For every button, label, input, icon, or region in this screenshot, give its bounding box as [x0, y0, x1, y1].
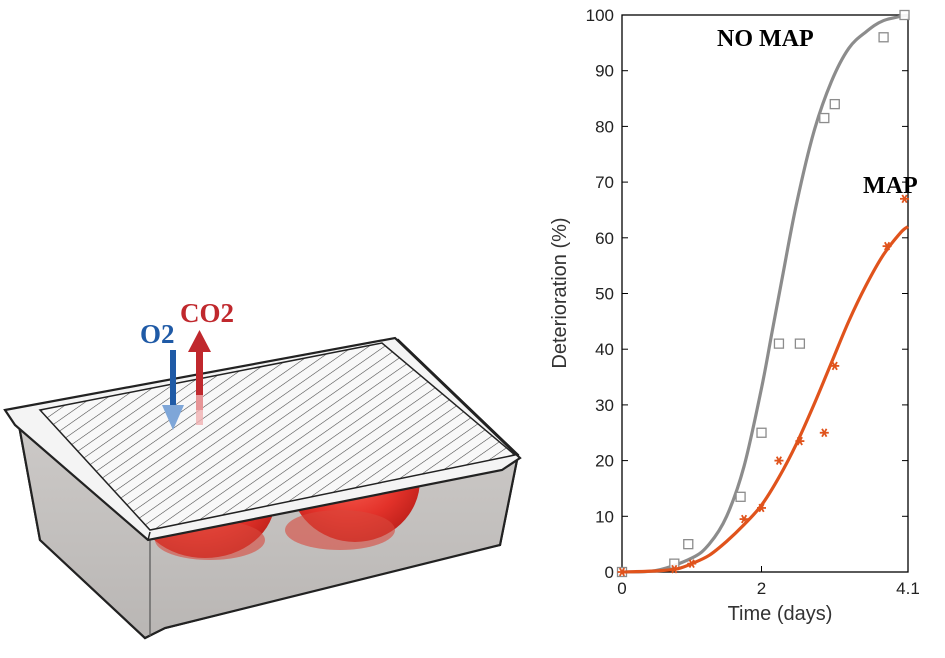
series-no-map [616, 9, 910, 578]
map-tray-illustration: O2 CO2 [3, 298, 522, 640]
data-point-no-map [899, 9, 910, 21]
data-point-map [774, 456, 784, 465]
y-tick-label: 10 [595, 507, 614, 526]
fit-line-no-map [621, 13, 909, 574]
deterioration-chart: 0 10 20 30 40 50 60 70 80 90 100 0 2 4.1 Deteriorati… [549, 6, 920, 625]
plot-frame [621, 14, 909, 573]
y-tick-label: 50 [595, 285, 614, 304]
data-point-map [795, 436, 805, 446]
data-point-no-map [735, 491, 746, 502]
series-map [617, 194, 910, 577]
y-axis-ticks: 0 10 20 30 40 50 60 70 80 90 100 [586, 6, 908, 582]
data-point-map [739, 514, 749, 524]
data-point-no-map [794, 338, 806, 349]
data-point-map [669, 564, 679, 574]
data-point-map [882, 241, 892, 251]
data-point-no-map [878, 32, 889, 43]
o2-arrow [162, 350, 184, 430]
data-point-no-map [829, 98, 840, 110]
y-tick-label: 0 [605, 563, 614, 582]
y-tick-label: 60 [595, 229, 614, 248]
data-point-map [687, 559, 697, 568]
data-point-no-map [819, 112, 830, 124]
o2-label: O2 [140, 319, 175, 349]
co2-label: CO2 [180, 298, 234, 328]
x-tick-label: 2 [757, 579, 766, 598]
y-tick-label: 90 [595, 62, 614, 81]
data-point-no-map [669, 558, 680, 569]
data-point-map [617, 567, 627, 577]
series-label-no-map: NO MAP [717, 26, 814, 52]
x-axis-title: Time (days) [728, 603, 833, 625]
y-tick-label: 20 [595, 452, 614, 471]
tray-lid-film [3, 336, 522, 542]
data-point-no-map [683, 539, 694, 550]
y-tick-label: 80 [595, 117, 614, 136]
data-point-map [830, 361, 840, 371]
y-tick-label: 100 [586, 6, 614, 25]
y-tick-label: 40 [595, 340, 614, 359]
fit-line-map [621, 225, 909, 574]
co2-arrow [188, 330, 211, 425]
data-point-map [900, 194, 910, 204]
y-axis-title: Deterioration (%) [549, 217, 571, 368]
series-label-map: MAP [863, 173, 918, 199]
y-tick-label: 70 [595, 173, 614, 192]
data-point-map [757, 503, 767, 513]
data-point-map [819, 428, 829, 438]
y-tick-label: 30 [595, 396, 614, 415]
x-tick-label: 4.1 [896, 579, 920, 598]
data-point-no-map [756, 427, 767, 438]
x-tick-label: 0 [617, 579, 626, 598]
series-layer [616, 9, 910, 578]
data-point-no-map [773, 338, 785, 349]
